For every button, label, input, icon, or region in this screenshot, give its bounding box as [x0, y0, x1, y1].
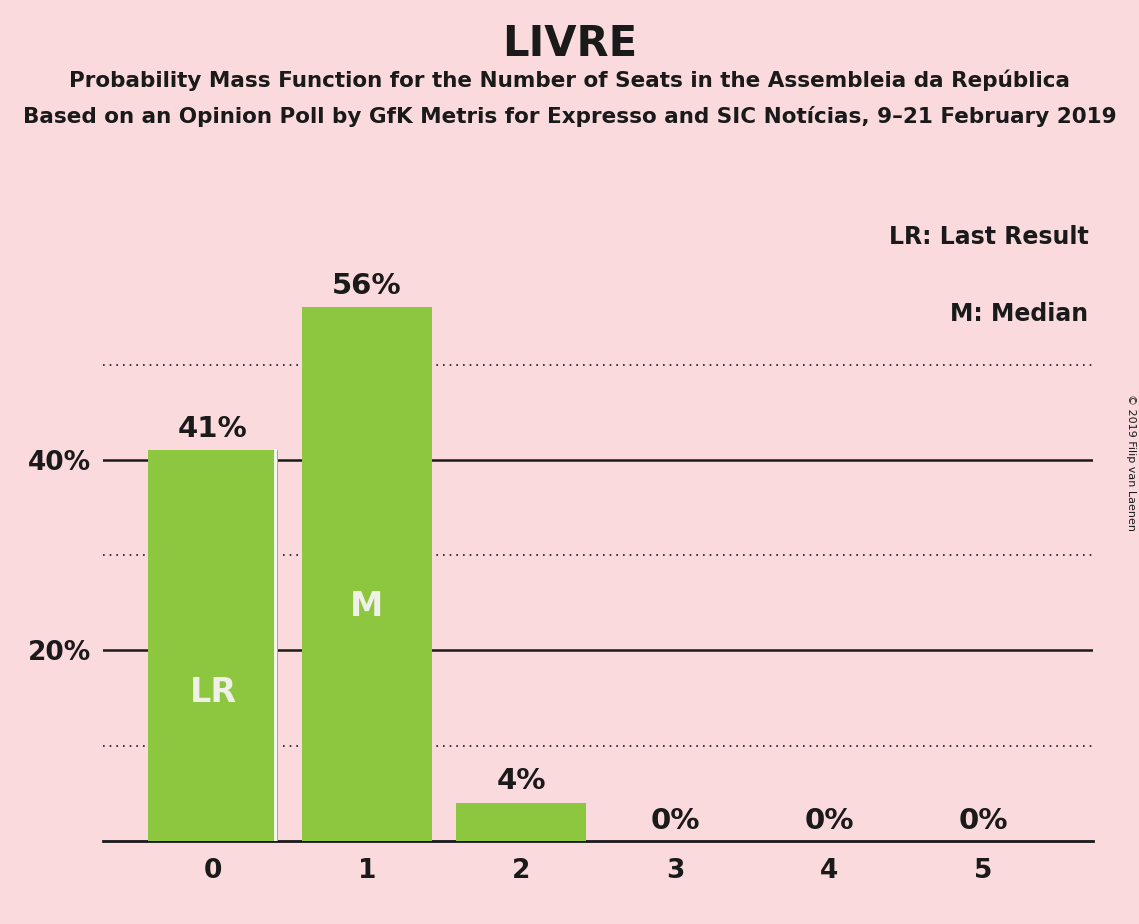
Text: 4%: 4% — [497, 767, 546, 796]
Text: LIVRE: LIVRE — [502, 23, 637, 65]
Text: LR: LR — [189, 676, 237, 709]
Text: 0%: 0% — [650, 808, 699, 835]
Text: M: Median: M: Median — [950, 302, 1089, 326]
Text: 0%: 0% — [804, 808, 854, 835]
Text: M: M — [351, 590, 384, 623]
Bar — [148, 450, 278, 841]
Text: © 2019 Filip van Laenen: © 2019 Filip van Laenen — [1125, 394, 1136, 530]
Bar — [302, 308, 433, 841]
Text: Probability Mass Function for the Number of Seats in the Assembleia da República: Probability Mass Function for the Number… — [69, 69, 1070, 91]
Bar — [456, 803, 587, 841]
Text: Based on an Opinion Poll by GfK Metris for Expresso and SIC Notícias, 9–21 Febru: Based on an Opinion Poll by GfK Metris f… — [23, 106, 1116, 128]
Text: LR: Last Result: LR: Last Result — [888, 225, 1089, 249]
Text: 0%: 0% — [958, 808, 1008, 835]
Text: 56%: 56% — [333, 272, 402, 300]
Text: 41%: 41% — [178, 415, 248, 443]
